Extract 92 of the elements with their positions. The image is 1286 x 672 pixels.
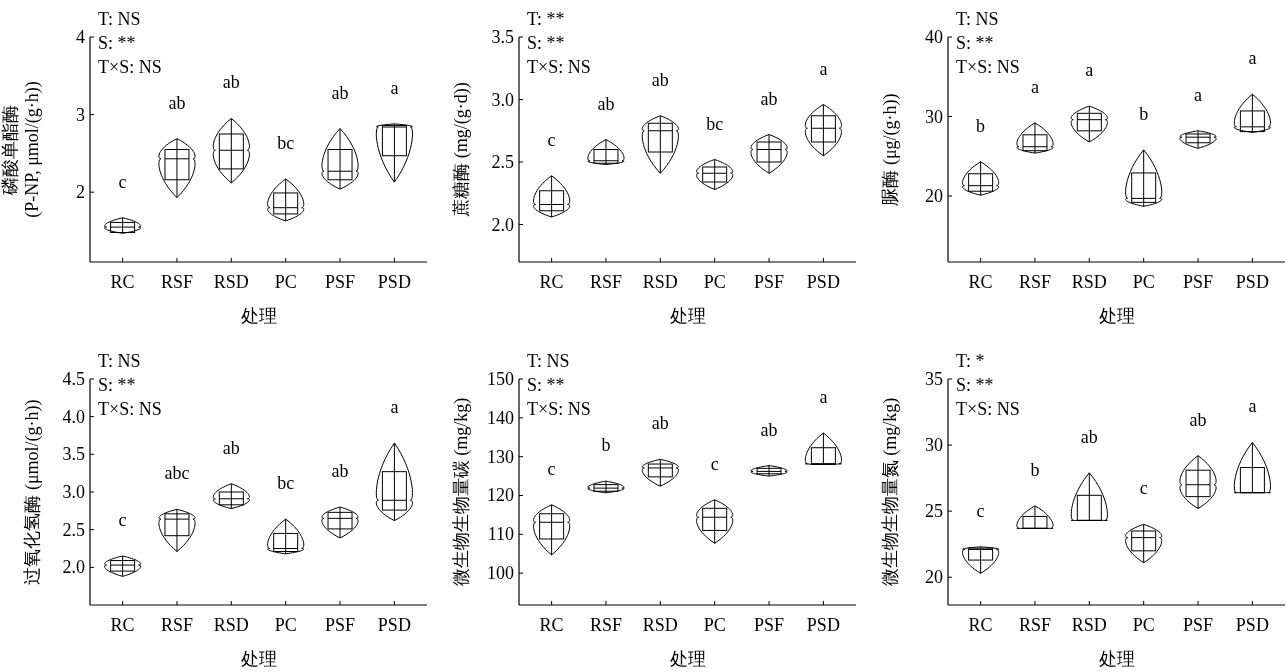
x-axis-title: 处理 <box>240 649 277 669</box>
y-tick-label: 120 <box>487 485 514 506</box>
annotation: S: ** <box>956 375 994 395</box>
x-tick-label: RSD <box>213 615 249 635</box>
annotation: S: ** <box>98 33 136 53</box>
annotation: T×S: NS <box>98 399 162 419</box>
x-tick-label: RC <box>968 615 993 635</box>
x-tick-label: PC <box>703 272 726 292</box>
y-axis-title: 微生物生物量氮 (mg/kg) <box>880 397 901 587</box>
x-tick-label: RSD <box>1071 615 1107 635</box>
x-tick-label: PSF <box>1183 615 1214 635</box>
x-tick-label: PSF <box>1183 272 1214 292</box>
x-tick-label: PSD <box>377 272 411 292</box>
y-tick-label: 140 <box>487 407 514 428</box>
x-tick-label: PSD <box>377 615 411 635</box>
x-tick-label: RSF <box>160 615 193 635</box>
y-tick-label: 40 <box>925 27 943 47</box>
x-axis-title: 处理 <box>669 306 706 326</box>
text: T: ** <box>527 9 565 29</box>
annotation: T×S: NS <box>956 57 1020 77</box>
x-tick-label: RSD <box>642 615 678 635</box>
annotation: S: ** <box>527 33 565 53</box>
y-tick-label: 30 <box>925 106 943 127</box>
y-tick-label: 2.0 <box>491 214 514 235</box>
y-tick-label: 4.0 <box>62 406 85 427</box>
y-tick-label: 20 <box>925 186 943 207</box>
y-axis-title: 微生物生物量碳 (mg/kg) <box>451 397 472 587</box>
x-tick-label: RSD <box>1071 272 1107 292</box>
x-tick-label: RSF <box>1018 615 1051 635</box>
y-tick-label: 3 <box>76 104 85 125</box>
text: T: NS <box>527 351 570 371</box>
y-tick-label: 2 <box>76 182 85 203</box>
y-axis-title: 蔗糖酶 (mg/(g·d)) <box>451 82 472 217</box>
x-axis-title: 处理 <box>1098 306 1135 326</box>
x-tick-label: RC <box>539 615 564 635</box>
x-tick-label: PC <box>274 615 297 635</box>
x-axis-title: 处理 <box>1098 649 1135 669</box>
y-tick-label: 2.0 <box>62 557 85 578</box>
y-tick-label: 110 <box>487 524 514 545</box>
x-tick-label: RSD <box>213 272 249 292</box>
text: T: * <box>956 351 985 371</box>
x-tick-label: RSF <box>589 615 622 635</box>
x-tick-label: PSD <box>806 272 840 292</box>
text: T: NS <box>98 351 141 371</box>
x-tick-label: RC <box>968 272 993 292</box>
annotation: T×S: NS <box>98 57 162 77</box>
y-axis-title: 脲酶 (μg/(g·h)) <box>880 93 901 206</box>
text: T: NS <box>956 9 999 29</box>
y-tick-label: 3.0 <box>62 482 85 502</box>
text: T: NS <box>98 9 141 29</box>
x-tick-label: RSF <box>589 272 622 292</box>
x-tick-label: RSF <box>1018 272 1051 292</box>
x-tick-label: PC <box>703 615 726 635</box>
x-tick-label: PSF <box>754 615 785 635</box>
y-tick-label: 3.5 <box>62 444 85 465</box>
y-tick-label: 3.5 <box>491 27 514 47</box>
x-tick-label: PC <box>1132 615 1155 635</box>
y-tick-label: 3.0 <box>491 89 514 110</box>
x-tick-label: RC <box>539 272 564 292</box>
x-tick-label: PSD <box>806 615 840 635</box>
y-axis-title: 磷酸单酯酶 (P-NP, μmol/(g·h)) <box>0 81 43 218</box>
x-axis-title: 处理 <box>240 306 277 326</box>
y-axis-title: 过氧化氢酶 (μmol/(g·h)) <box>22 399 43 585</box>
x-tick-label: PSD <box>1235 615 1269 635</box>
y-tick-label: 30 <box>925 435 943 456</box>
y-tick-label: 2.5 <box>62 519 85 540</box>
annotation: S: ** <box>98 375 136 395</box>
y-tick-label: 35 <box>925 369 943 389</box>
x-tick-label: PSF <box>325 615 356 635</box>
x-tick-label: PSD <box>1235 272 1269 292</box>
x-tick-label: PC <box>274 272 297 292</box>
x-tick-label: RSD <box>642 272 678 292</box>
x-tick-label: PC <box>1132 272 1155 292</box>
y-tick-label: 100 <box>487 563 514 584</box>
y-tick-label: 20 <box>925 567 943 588</box>
x-tick-label: PSF <box>754 272 785 292</box>
x-tick-label: RC <box>110 272 135 292</box>
annotation: T×S: NS <box>527 399 591 419</box>
x-tick-label: RC <box>110 615 135 635</box>
y-tick-label: 130 <box>487 446 514 467</box>
annotation: S: ** <box>527 375 565 395</box>
annotation: S: ** <box>956 33 994 53</box>
annotation: T×S: NS <box>527 57 591 77</box>
y-tick-label: 2.5 <box>491 152 514 172</box>
y-tick-label: 150 <box>487 369 514 389</box>
y-tick-label: 25 <box>925 501 943 522</box>
y-tick-label: 4.5 <box>62 369 85 389</box>
x-tick-label: PSF <box>325 272 356 292</box>
x-axis-title: 处理 <box>669 649 706 669</box>
annotation: T×S: NS <box>956 399 1020 419</box>
y-tick-label: 4 <box>76 27 85 47</box>
x-tick-label: RSF <box>160 272 193 292</box>
